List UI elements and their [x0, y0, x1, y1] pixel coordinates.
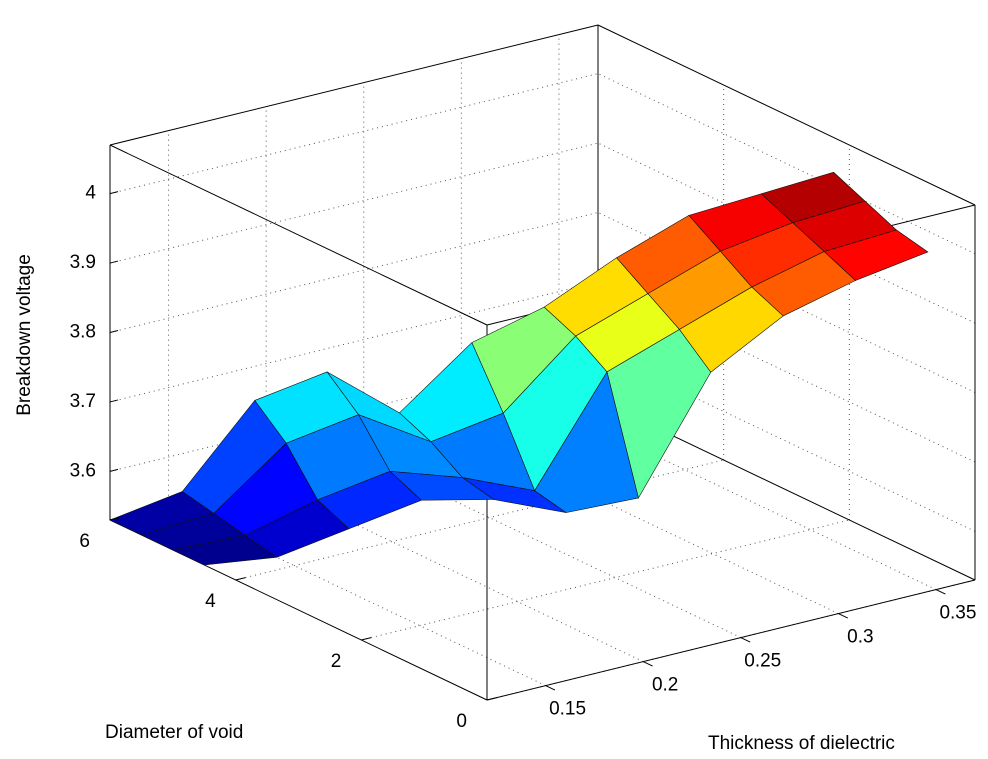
z-tick — [109, 191, 119, 195]
x-tick — [838, 613, 849, 619]
box-edge — [486, 579, 976, 701]
x-tick-label: 0.2 — [652, 675, 678, 696]
y-tick — [361, 637, 372, 641]
x-tick-label: 0.35 — [939, 603, 976, 624]
z-tick — [109, 260, 119, 264]
x-tick — [545, 685, 556, 691]
y-tick — [235, 577, 246, 581]
z-tick-label: 3.6 — [70, 460, 96, 481]
z-tick — [109, 399, 119, 403]
box-edge — [109, 24, 599, 146]
z-tick-label: 3.7 — [70, 391, 96, 412]
box-edge — [597, 24, 976, 206]
y-axis-label: Diameter of void — [105, 722, 243, 743]
x-tick-label: 0.25 — [744, 651, 781, 672]
surface — [109, 171, 929, 566]
surface-patch — [171, 535, 278, 566]
y-tick — [486, 697, 497, 701]
y-tick-label: 0 — [456, 711, 467, 732]
y-tick — [109, 517, 120, 521]
x-tick — [935, 589, 946, 595]
x-tick — [642, 661, 653, 667]
y-tick-label: 4 — [205, 591, 216, 612]
x-tick-label: 0.3 — [847, 627, 873, 648]
z-tick-label: 4 — [85, 183, 96, 204]
x-tick-label: 0.15 — [549, 699, 586, 720]
y-tick-label: 2 — [331, 651, 342, 672]
z-axis-label: Breakdown voltage — [14, 254, 35, 416]
box-edge — [109, 144, 488, 326]
tick-labels: 0.15 0.2 0.25 0.3 0.35 0 2 4 6 3.6 3.7 3.8 3.9 4 — [70, 183, 977, 732]
x-tick — [740, 637, 751, 643]
y-tick-label: 6 — [79, 531, 90, 552]
z-tick — [109, 468, 119, 472]
x-axis-label: Thickness of dielectric — [708, 733, 895, 754]
z-tick — [109, 330, 119, 333]
z-tick-label: 3.9 — [70, 252, 96, 273]
z-tick-label: 3.8 — [70, 322, 96, 343]
